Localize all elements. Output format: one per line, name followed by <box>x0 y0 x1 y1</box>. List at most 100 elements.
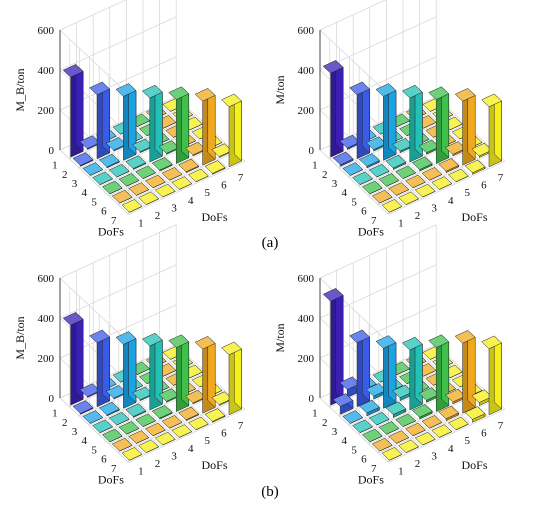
x-tick-label: 5 <box>351 444 357 456</box>
bar-top <box>204 160 226 174</box>
y-tick-label: 4 <box>448 195 454 207</box>
x-tick-label: 5 <box>91 196 97 208</box>
bar <box>144 422 166 437</box>
bar-top <box>398 439 420 453</box>
bar <box>98 153 120 169</box>
bar <box>141 84 163 163</box>
gridline <box>59 0 127 31</box>
z-tick-label: 0 <box>309 393 315 405</box>
bar-top <box>349 81 371 96</box>
bar-top <box>447 416 469 431</box>
bar-top <box>395 165 417 179</box>
x-tick-label: 3 <box>72 426 78 438</box>
y-tick-label: 2 <box>415 458 421 470</box>
bar <box>428 334 450 412</box>
z-tick-label: 600 <box>298 25 315 37</box>
bar <box>381 198 403 213</box>
gridline <box>419 104 489 170</box>
bar <box>82 162 104 176</box>
bar <box>128 182 150 196</box>
gridline <box>59 149 129 215</box>
bar-top <box>187 416 209 431</box>
x-tick-label: 7 <box>371 463 377 475</box>
bar <box>404 422 426 437</box>
bar-top <box>108 411 130 426</box>
bar <box>401 84 423 163</box>
bar-top <box>371 437 393 452</box>
bar <box>398 439 420 454</box>
bar <box>72 152 94 167</box>
bars <box>62 63 243 213</box>
bar <box>101 428 123 443</box>
bar <box>375 83 397 161</box>
bar <box>481 93 503 168</box>
bar <box>471 142 493 158</box>
y-tick-label: 4 <box>188 443 194 455</box>
bar-top <box>144 422 166 437</box>
bar-top <box>381 447 403 461</box>
gridline <box>76 142 146 208</box>
bar-top <box>101 428 123 443</box>
bar-top <box>154 431 176 446</box>
z-tick-label: 200 <box>298 353 315 365</box>
y-axis-label: DoFs <box>202 458 228 472</box>
bar-top <box>358 399 380 414</box>
bar-top <box>98 153 120 168</box>
bar-top <box>454 88 476 102</box>
bar-top <box>378 421 400 435</box>
bar <box>171 424 193 438</box>
bar-top <box>151 157 173 171</box>
bar <box>395 165 417 180</box>
bar <box>132 386 154 402</box>
bar-top <box>125 403 147 417</box>
bar-top <box>421 167 443 181</box>
bar-top <box>464 159 486 174</box>
bar <box>168 334 190 412</box>
bar <box>178 406 200 422</box>
bar <box>421 166 443 181</box>
bar-top <box>481 93 503 108</box>
gridline <box>319 0 387 31</box>
bar-top <box>171 424 193 438</box>
bar <box>381 446 403 461</box>
bar-top <box>72 152 94 166</box>
bar <box>187 416 209 431</box>
z-tick-label: 600 <box>298 273 315 285</box>
bar <box>371 437 393 452</box>
bar <box>221 93 243 168</box>
bar <box>89 81 111 160</box>
bar-top <box>121 447 143 461</box>
bar <box>454 329 476 414</box>
z-tick-label: 400 <box>38 313 55 325</box>
x-tick-label: 7 <box>111 215 117 227</box>
gridline <box>118 151 236 206</box>
gridline <box>336 142 406 208</box>
x-axis-label: DoFs <box>358 225 384 239</box>
bar <box>404 174 426 189</box>
bar-top <box>349 329 371 344</box>
bar-top <box>144 174 166 189</box>
x-axis-label: DoFs <box>98 473 124 487</box>
y-tick-label: 5 <box>205 435 211 447</box>
bar-top <box>464 406 486 420</box>
bar-top <box>375 83 397 97</box>
z-tick-label: 0 <box>49 393 55 405</box>
y-tick-label: 7 <box>238 420 244 432</box>
bar <box>388 430 410 444</box>
bar <box>101 180 123 195</box>
bar <box>144 174 166 189</box>
bar <box>375 335 397 409</box>
bar-top <box>411 404 433 418</box>
bar-top <box>385 154 407 169</box>
bar-top <box>368 163 390 178</box>
bar-top <box>431 176 453 190</box>
bar <box>135 165 157 180</box>
bar <box>454 87 476 166</box>
gridline <box>319 397 389 463</box>
bar <box>378 172 400 187</box>
bar <box>358 399 380 417</box>
bar <box>388 182 410 196</box>
bar <box>428 86 450 164</box>
gridline <box>118 399 236 454</box>
